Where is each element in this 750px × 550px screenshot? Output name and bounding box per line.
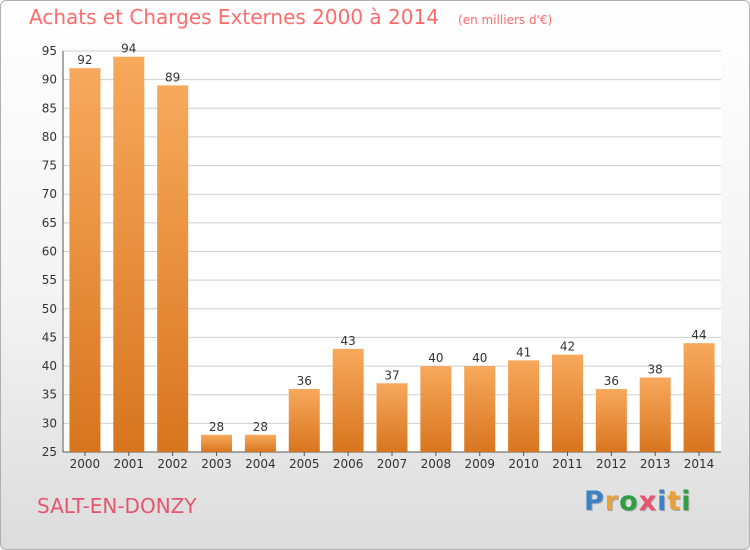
- logo-letter: o: [619, 486, 639, 517]
- bar-2005: [288, 388, 320, 452]
- x-tick-label-2009: 2009: [464, 457, 495, 471]
- proxiti-logo: Proxiti: [584, 486, 692, 517]
- x-tick-label-2005: 2005: [289, 457, 320, 471]
- y-tick-label: 45: [42, 330, 57, 344]
- logo-letter: t: [667, 486, 682, 517]
- chart-title: Achats et Charges Externes 2000 à 2014 (…: [29, 5, 552, 29]
- logo-letter: x: [638, 486, 658, 517]
- data-label-2002: 89: [165, 70, 180, 84]
- bar-2002: [157, 85, 189, 452]
- data-label-2010: 41: [516, 345, 531, 359]
- logo-letter: i: [657, 486, 668, 517]
- x-tick-label-2002: 2002: [157, 457, 188, 471]
- data-label-2003: 28: [209, 420, 224, 434]
- bar-2014: [683, 343, 715, 452]
- data-label-2009: 40: [472, 351, 487, 365]
- x-tick-label-2000: 2000: [70, 457, 101, 471]
- x-tick-label-2011: 2011: [552, 457, 583, 471]
- y-tick-label: 75: [42, 159, 57, 173]
- x-tick-label-2004: 2004: [245, 457, 276, 471]
- x-tick-label-2001: 2001: [114, 457, 145, 471]
- town-name: SALT-EN-DONZY: [37, 494, 197, 518]
- y-tick-label: 80: [42, 130, 57, 144]
- y-tick-label: 85: [42, 101, 57, 115]
- y-tick-label: 90: [42, 73, 57, 87]
- bar-2010: [508, 360, 540, 452]
- data-label-2004: 28: [253, 420, 268, 434]
- data-label-2013: 38: [648, 363, 663, 377]
- bar-2011: [551, 354, 583, 452]
- data-label-2007: 37: [384, 368, 399, 382]
- bar-2009: [464, 366, 496, 452]
- bar-2013: [639, 377, 671, 452]
- x-tick-label-2007: 2007: [377, 457, 408, 471]
- logo-letter: i: [681, 486, 692, 517]
- y-tick-label: 40: [42, 359, 57, 373]
- bar-2012: [595, 388, 627, 452]
- data-label-2006: 43: [340, 334, 355, 348]
- y-tick-label: 30: [42, 416, 57, 430]
- data-label-2008: 40: [428, 351, 443, 365]
- bar-2007: [376, 383, 408, 452]
- logo-letter: r: [604, 486, 620, 517]
- x-tick-label-2014: 2014: [684, 457, 715, 471]
- y-tick-label: 25: [42, 445, 57, 459]
- data-label-2005: 36: [297, 374, 312, 388]
- data-label-2001: 94: [121, 42, 136, 56]
- y-tick-label: 35: [42, 388, 57, 402]
- bar-2001: [113, 56, 145, 452]
- x-tick-label-2010: 2010: [508, 457, 539, 471]
- x-tick-label-2012: 2012: [596, 457, 627, 471]
- chart-title-text: Achats et Charges Externes 2000 à 2014: [29, 5, 439, 29]
- logo-letter: P: [584, 486, 605, 517]
- y-tick-label: 95: [42, 44, 57, 58]
- bar-2008: [420, 366, 452, 452]
- data-label-2012: 36: [604, 374, 619, 388]
- y-tick-label: 65: [42, 216, 57, 230]
- chart-unit: (en milliers d'€): [458, 13, 553, 27]
- y-tick-label: 55: [42, 273, 57, 287]
- bar-2004: [244, 434, 276, 452]
- y-tick-label: 50: [42, 302, 57, 316]
- x-tick-label-2006: 2006: [333, 457, 364, 471]
- bar-2006: [332, 348, 364, 452]
- bar-2000: [69, 68, 101, 452]
- data-label-2011: 42: [560, 340, 575, 354]
- x-tick-label-2008: 2008: [421, 457, 452, 471]
- bar-2003: [201, 434, 233, 452]
- x-tick-label-2013: 2013: [640, 457, 671, 471]
- y-tick-label: 60: [42, 245, 57, 259]
- data-label-2000: 92: [77, 53, 92, 67]
- y-tick-label: 70: [42, 187, 57, 201]
- data-label-2014: 44: [691, 328, 706, 342]
- x-tick-label-2003: 2003: [201, 457, 232, 471]
